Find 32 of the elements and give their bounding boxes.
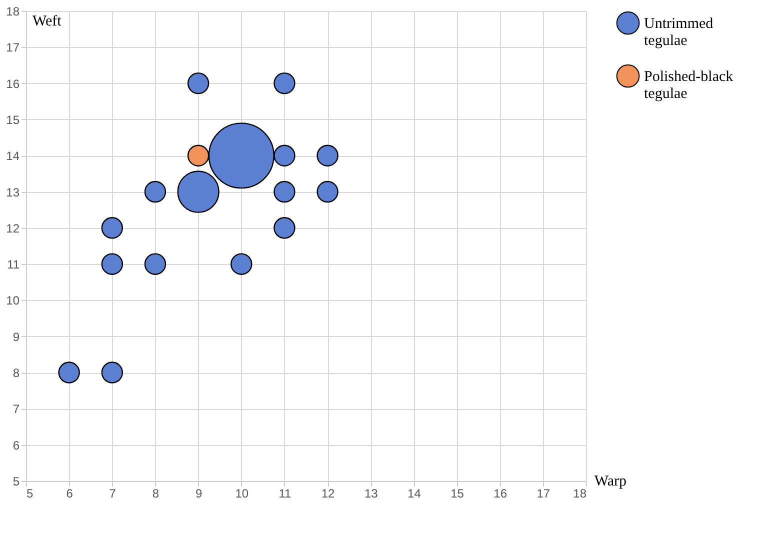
y-tick-label: 7: [12, 402, 20, 416]
x-tick-label: 5: [26, 486, 34, 500]
x-tick-label: 12: [321, 486, 336, 500]
x-tick-label: 10: [235, 486, 249, 500]
y-tick-label: 12: [6, 221, 20, 236]
y-tick-label: 17: [6, 40, 20, 55]
x-tick-label: 14: [408, 486, 422, 500]
x-tick-label: 16: [494, 486, 508, 500]
x-axis-title: Warp: [594, 474, 626, 490]
y-tick-label: 9: [12, 330, 20, 344]
y-tick-label: 5: [12, 474, 20, 488]
y-tick-label: 8: [12, 366, 20, 380]
x-tick-label: 18: [573, 486, 587, 500]
y-tick-label: 10: [6, 294, 20, 308]
legend-label: Polished-black tegulae: [644, 69, 734, 102]
legend-label: Untrimmed tegulae: [644, 16, 714, 49]
x-tick-label: 13: [364, 486, 378, 500]
y-tick-label: 18: [6, 4, 20, 18]
y-tick-label: 15: [6, 112, 20, 127]
y-tick-label: 13: [6, 185, 20, 200]
x-tick-label: 15: [450, 486, 464, 500]
x-tick-label: 9: [195, 486, 202, 500]
y-tick-label: 16: [6, 76, 20, 91]
x-tick-label: 6: [66, 486, 74, 500]
x-tick-label: 8: [152, 486, 160, 500]
y-axis-title: Weft: [32, 14, 62, 30]
x-tick-label: 11: [278, 486, 292, 500]
y-tick-label: 6: [12, 438, 20, 452]
y-tick-label: 11: [7, 258, 20, 272]
x-tick-label: 7: [109, 486, 116, 500]
x-tick-label: 17: [536, 486, 550, 500]
y-tick-label: 14: [6, 149, 20, 164]
